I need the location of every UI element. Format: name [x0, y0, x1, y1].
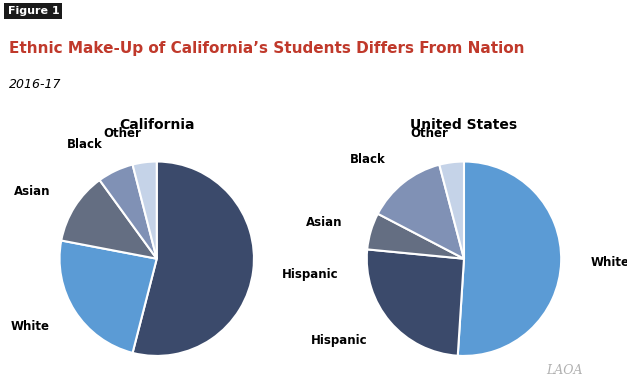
- Wedge shape: [367, 249, 464, 356]
- Title: California: California: [119, 118, 194, 132]
- Text: Asian: Asian: [14, 185, 50, 198]
- Text: White: White: [590, 256, 627, 269]
- Text: Other: Other: [410, 127, 448, 140]
- Text: Other: Other: [103, 127, 141, 140]
- Text: Hispanic: Hispanic: [311, 334, 368, 347]
- Wedge shape: [378, 165, 464, 259]
- Wedge shape: [367, 214, 464, 259]
- Wedge shape: [132, 162, 157, 259]
- Text: Figure 1: Figure 1: [8, 6, 59, 16]
- Wedge shape: [61, 180, 157, 259]
- Wedge shape: [132, 162, 254, 356]
- Title: United States: United States: [411, 118, 517, 132]
- Wedge shape: [60, 241, 157, 353]
- Text: LAOA: LAOA: [547, 364, 583, 377]
- Wedge shape: [100, 165, 157, 259]
- Text: Ethnic Make-Up of California’s Students Differs From Nation: Ethnic Make-Up of California’s Students …: [9, 41, 525, 56]
- Text: 2016-17: 2016-17: [9, 78, 62, 91]
- Text: Asian: Asian: [307, 216, 343, 229]
- Text: White: White: [11, 320, 50, 333]
- Text: Black: Black: [349, 153, 385, 167]
- Text: Black: Black: [67, 138, 103, 151]
- Wedge shape: [440, 162, 464, 259]
- Wedge shape: [458, 162, 561, 356]
- Text: Hispanic: Hispanic: [282, 268, 339, 281]
